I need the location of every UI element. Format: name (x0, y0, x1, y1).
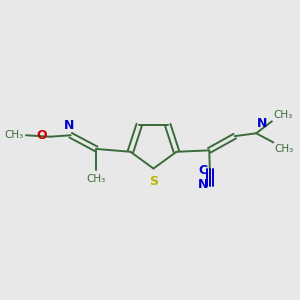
Text: N: N (257, 117, 268, 130)
Text: N: N (197, 178, 208, 191)
Text: CH₃: CH₃ (275, 144, 294, 154)
Text: CH₃: CH₃ (87, 174, 106, 184)
Text: N: N (64, 119, 74, 132)
Text: S: S (149, 175, 158, 188)
Text: CH₃: CH₃ (273, 110, 292, 120)
Text: O: O (36, 129, 47, 142)
Text: C: C (198, 164, 207, 177)
Text: CH₃: CH₃ (4, 130, 24, 140)
